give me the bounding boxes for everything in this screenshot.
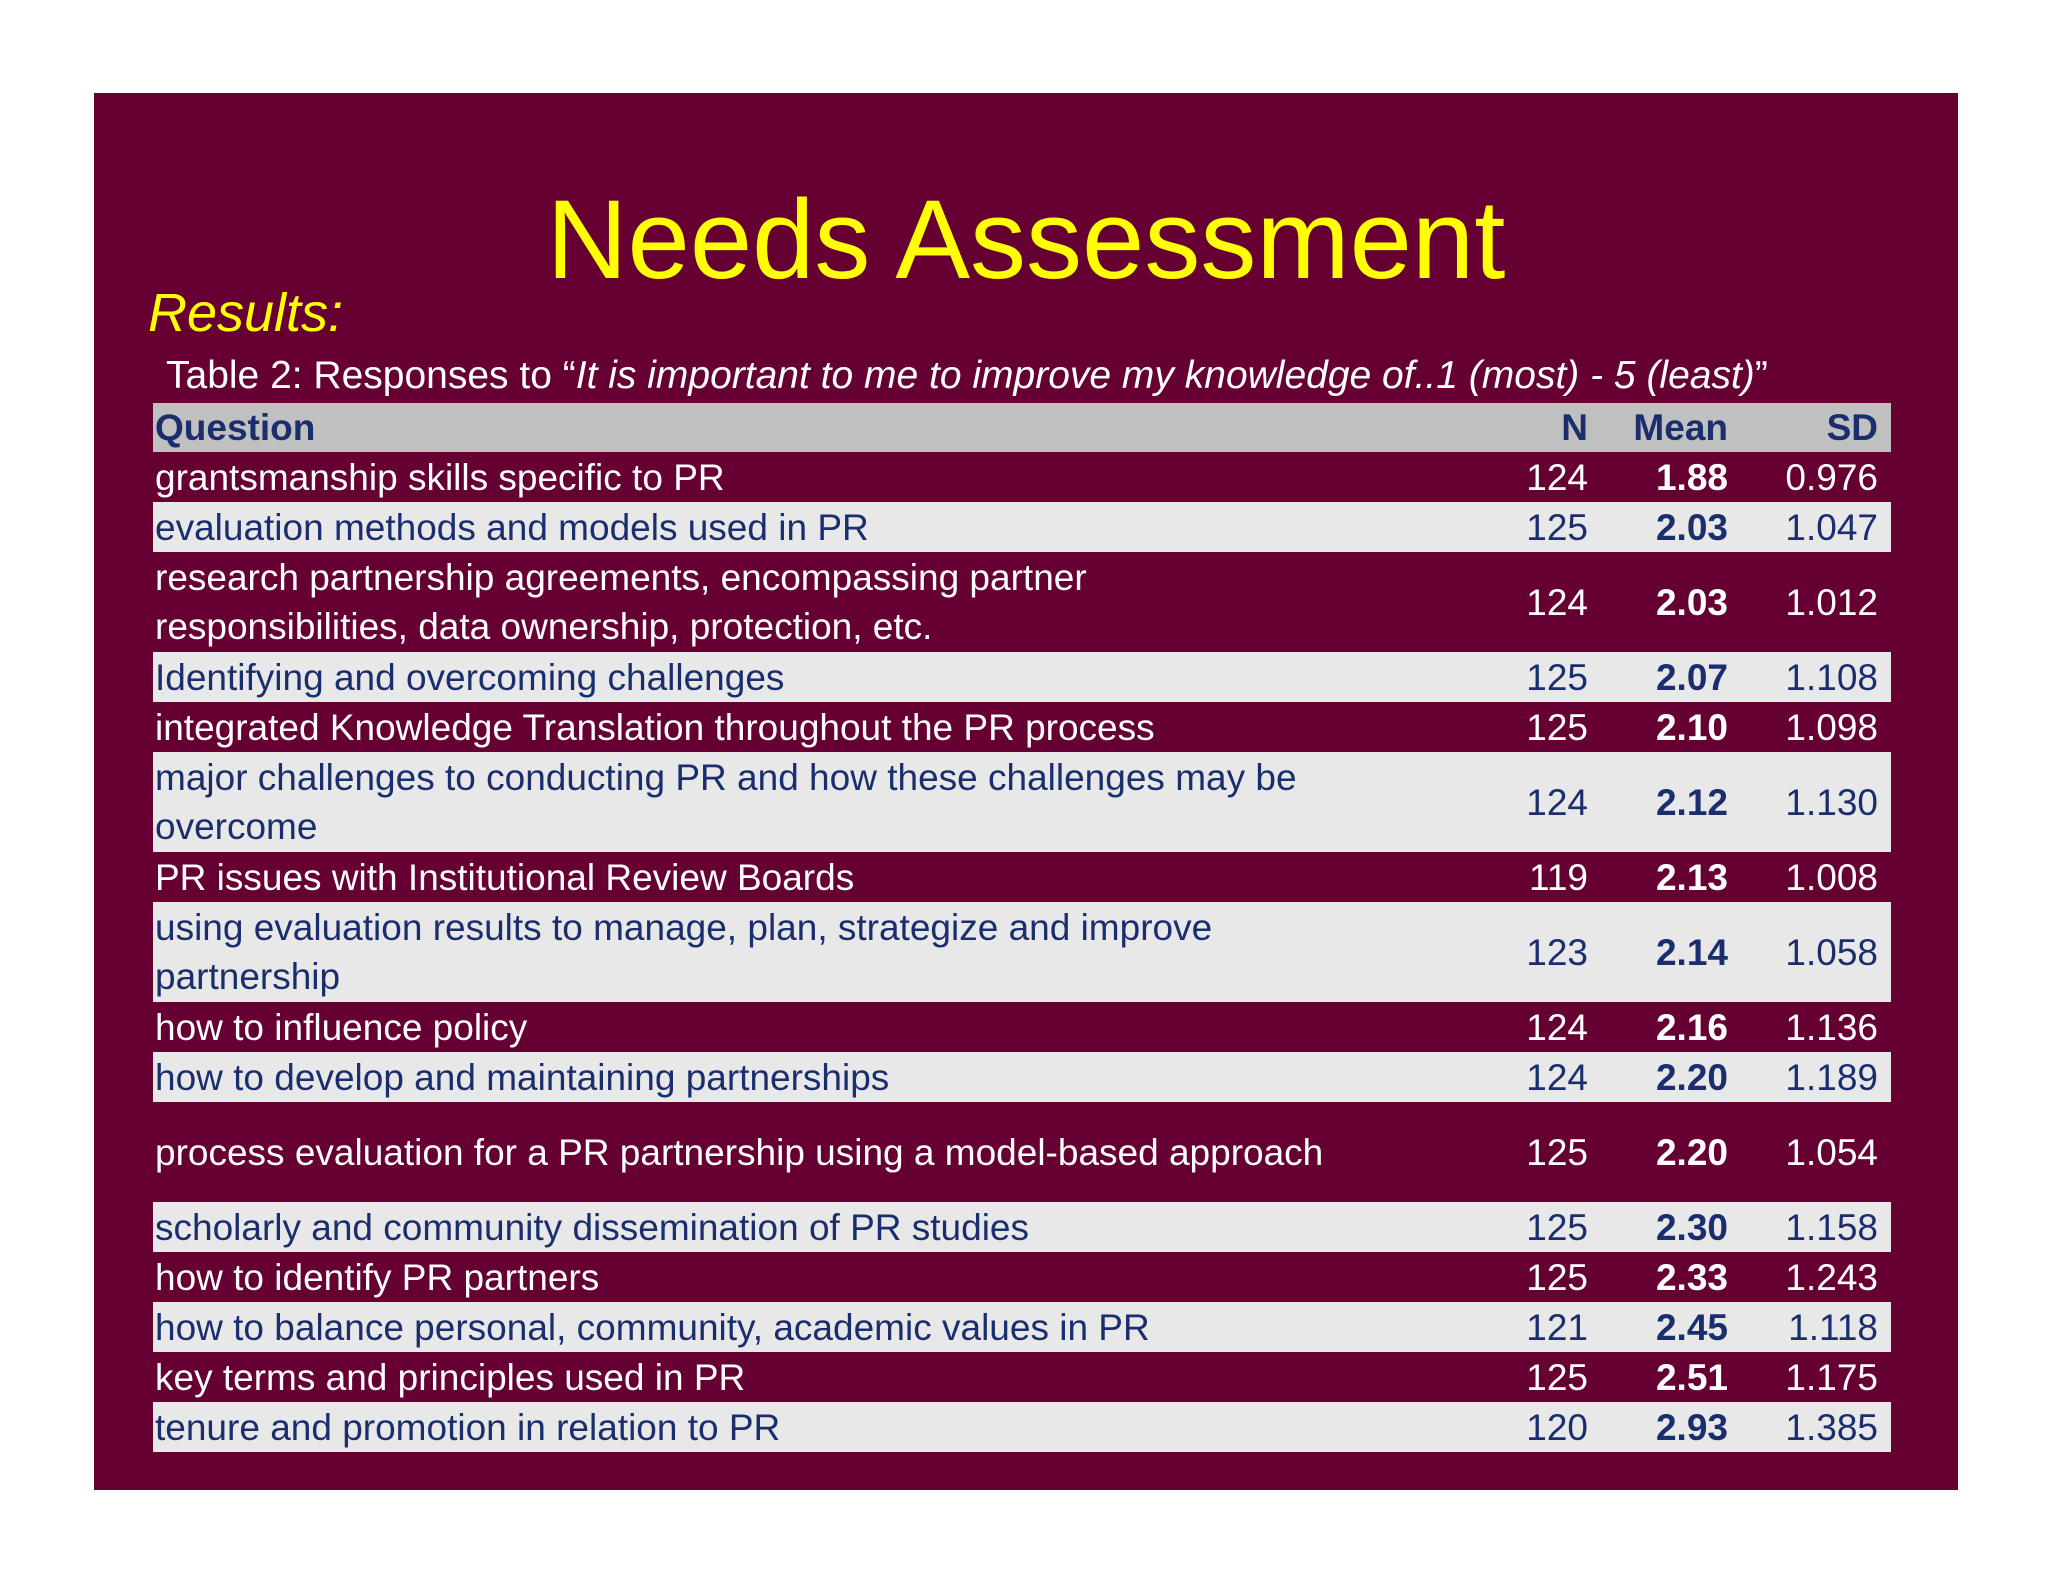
row-n: 123 — [1362, 902, 1601, 1002]
row-question: how to balance personal, community, acad… — [153, 1302, 1362, 1352]
row-question: scholarly and community dissemination of… — [153, 1202, 1362, 1252]
table-row: how to influence policy 124 2.16 1.136 — [153, 1002, 1891, 1052]
row-mean: 2.51 — [1601, 1352, 1741, 1402]
row-n: 125 — [1362, 702, 1601, 752]
row-sd: 1.054 — [1741, 1102, 1891, 1202]
row-n: 119 — [1362, 852, 1601, 902]
row-mean: 2.16 — [1601, 1002, 1741, 1052]
table-row: grantsmanship skills specific to PR 124 1.… — [153, 452, 1891, 502]
row-mean: 2.07 — [1601, 652, 1741, 702]
row-sd: 1.098 — [1741, 702, 1891, 752]
row-n: 124 — [1362, 552, 1601, 652]
row-n: 124 — [1362, 1052, 1601, 1102]
header-mean: Mean — [1601, 403, 1741, 452]
row-n: 125 — [1362, 502, 1601, 552]
row-n: 121 — [1362, 1302, 1601, 1352]
row-sd: 1.130 — [1741, 752, 1891, 852]
row-mean: 2.14 — [1601, 902, 1741, 1002]
header-n: N — [1362, 403, 1601, 452]
header-sd: SD — [1741, 403, 1891, 452]
row-n: 125 — [1362, 1102, 1601, 1202]
row-n: 124 — [1362, 1002, 1601, 1052]
row-n: 124 — [1362, 752, 1601, 852]
row-sd: 1.136 — [1741, 1002, 1891, 1052]
row-n: 125 — [1362, 1352, 1601, 1402]
results-label: Results: — [148, 283, 344, 343]
table-row: integrated Knowledge Translation through… — [153, 702, 1891, 752]
row-sd: 1.008 — [1741, 852, 1891, 902]
row-mean: 2.12 — [1601, 752, 1741, 852]
row-question: using evaluation results to manage, plan… — [153, 902, 1362, 1002]
row-mean: 2.30 — [1601, 1202, 1741, 1252]
row-mean: 2.10 — [1601, 702, 1741, 752]
caption-prefix: Table 2: Responses to “ — [166, 354, 576, 397]
row-question: PR issues with Institutional Review Boar… — [153, 852, 1362, 902]
row-sd: 0.976 — [1741, 452, 1891, 502]
row-sd: 1.012 — [1741, 552, 1891, 652]
row-question: integrated Knowledge Translation through… — [153, 702, 1362, 752]
row-n: 124 — [1362, 452, 1601, 502]
row-mean: 2.45 — [1601, 1302, 1741, 1352]
table-row: how to identify PR partners 125 2.33 1.243 — [153, 1252, 1891, 1302]
row-mean: 2.03 — [1601, 502, 1741, 552]
row-question: grantsmanship skills specific to PR — [153, 452, 1362, 502]
row-question: evaluation methods and models used in PR — [153, 502, 1362, 552]
row-sd: 1.175 — [1741, 1352, 1891, 1402]
table-row: Identifying and overcoming challenges 125… — [153, 652, 1891, 702]
row-question: key terms and principles used in PR — [153, 1352, 1362, 1402]
slide: Needs Assessment Results: Table 2: Respo… — [94, 93, 1958, 1490]
row-mean: 2.20 — [1601, 1102, 1741, 1202]
row-sd: 1.108 — [1741, 652, 1891, 702]
table-row: evaluation methods and models used in PR… — [153, 502, 1891, 552]
row-sd: 1.047 — [1741, 502, 1891, 552]
row-n: 125 — [1362, 652, 1601, 702]
table-row: using evaluation results to manage, plan… — [153, 902, 1891, 1002]
table-caption: Table 2: Responses to “It is important t… — [166, 353, 1768, 399]
caption-suffix: ” — [1754, 354, 1768, 397]
row-sd: 1.243 — [1741, 1252, 1891, 1302]
row-n: 120 — [1362, 1402, 1601, 1452]
row-sd: 1.058 — [1741, 902, 1891, 1002]
table-row: scholarly and community dissemination of… — [153, 1202, 1891, 1252]
table-row: research partnership agreements, encompa… — [153, 552, 1891, 652]
row-sd: 1.118 — [1741, 1302, 1891, 1352]
row-n: 125 — [1362, 1202, 1601, 1252]
row-question: major challenges to conducting PR and ho… — [153, 752, 1362, 852]
table-header-row: Question N Mean SD — [153, 403, 1891, 452]
row-sd: 1.158 — [1741, 1202, 1891, 1252]
row-sd: 1.385 — [1741, 1402, 1891, 1452]
row-mean: 2.93 — [1601, 1402, 1741, 1452]
row-sd: 1.189 — [1741, 1052, 1891, 1102]
results-table: Question N Mean SD grantsmanship skills … — [153, 403, 1891, 1452]
row-question: process evaluation for a PR partnership … — [153, 1102, 1362, 1202]
row-n: 125 — [1362, 1252, 1601, 1302]
row-question: how to develop and maintaining partnersh… — [153, 1052, 1362, 1102]
table-row: how to balance personal, community, acad… — [153, 1302, 1891, 1352]
caption-italic: It is important to me to improve my know… — [575, 354, 1755, 397]
row-mean: 2.20 — [1601, 1052, 1741, 1102]
table-row: tenure and promotion in relation to PR 12… — [153, 1402, 1891, 1452]
row-question: tenure and promotion in relation to PR — [153, 1402, 1362, 1452]
row-question: how to influence policy — [153, 1002, 1362, 1052]
row-mean: 1.88 — [1601, 452, 1741, 502]
header-question: Question — [153, 403, 1362, 452]
row-question: how to identify PR partners — [153, 1252, 1362, 1302]
row-mean: 2.13 — [1601, 852, 1741, 902]
row-mean: 2.03 — [1601, 552, 1741, 652]
slide-title: Needs Assessment — [546, 177, 1506, 302]
table-row: PR issues with Institutional Review Boar… — [153, 852, 1891, 902]
table-row: major challenges to conducting PR and ho… — [153, 752, 1891, 852]
row-mean: 2.33 — [1601, 1252, 1741, 1302]
row-question: Identifying and overcoming challenges — [153, 652, 1362, 702]
table-row: key terms and principles used in PR 125 2.… — [153, 1352, 1891, 1402]
table-row: process evaluation for a PR partnership … — [153, 1102, 1891, 1202]
table-row: how to develop and maintaining partnersh… — [153, 1052, 1891, 1102]
row-question: research partnership agreements, encompa… — [153, 552, 1362, 652]
